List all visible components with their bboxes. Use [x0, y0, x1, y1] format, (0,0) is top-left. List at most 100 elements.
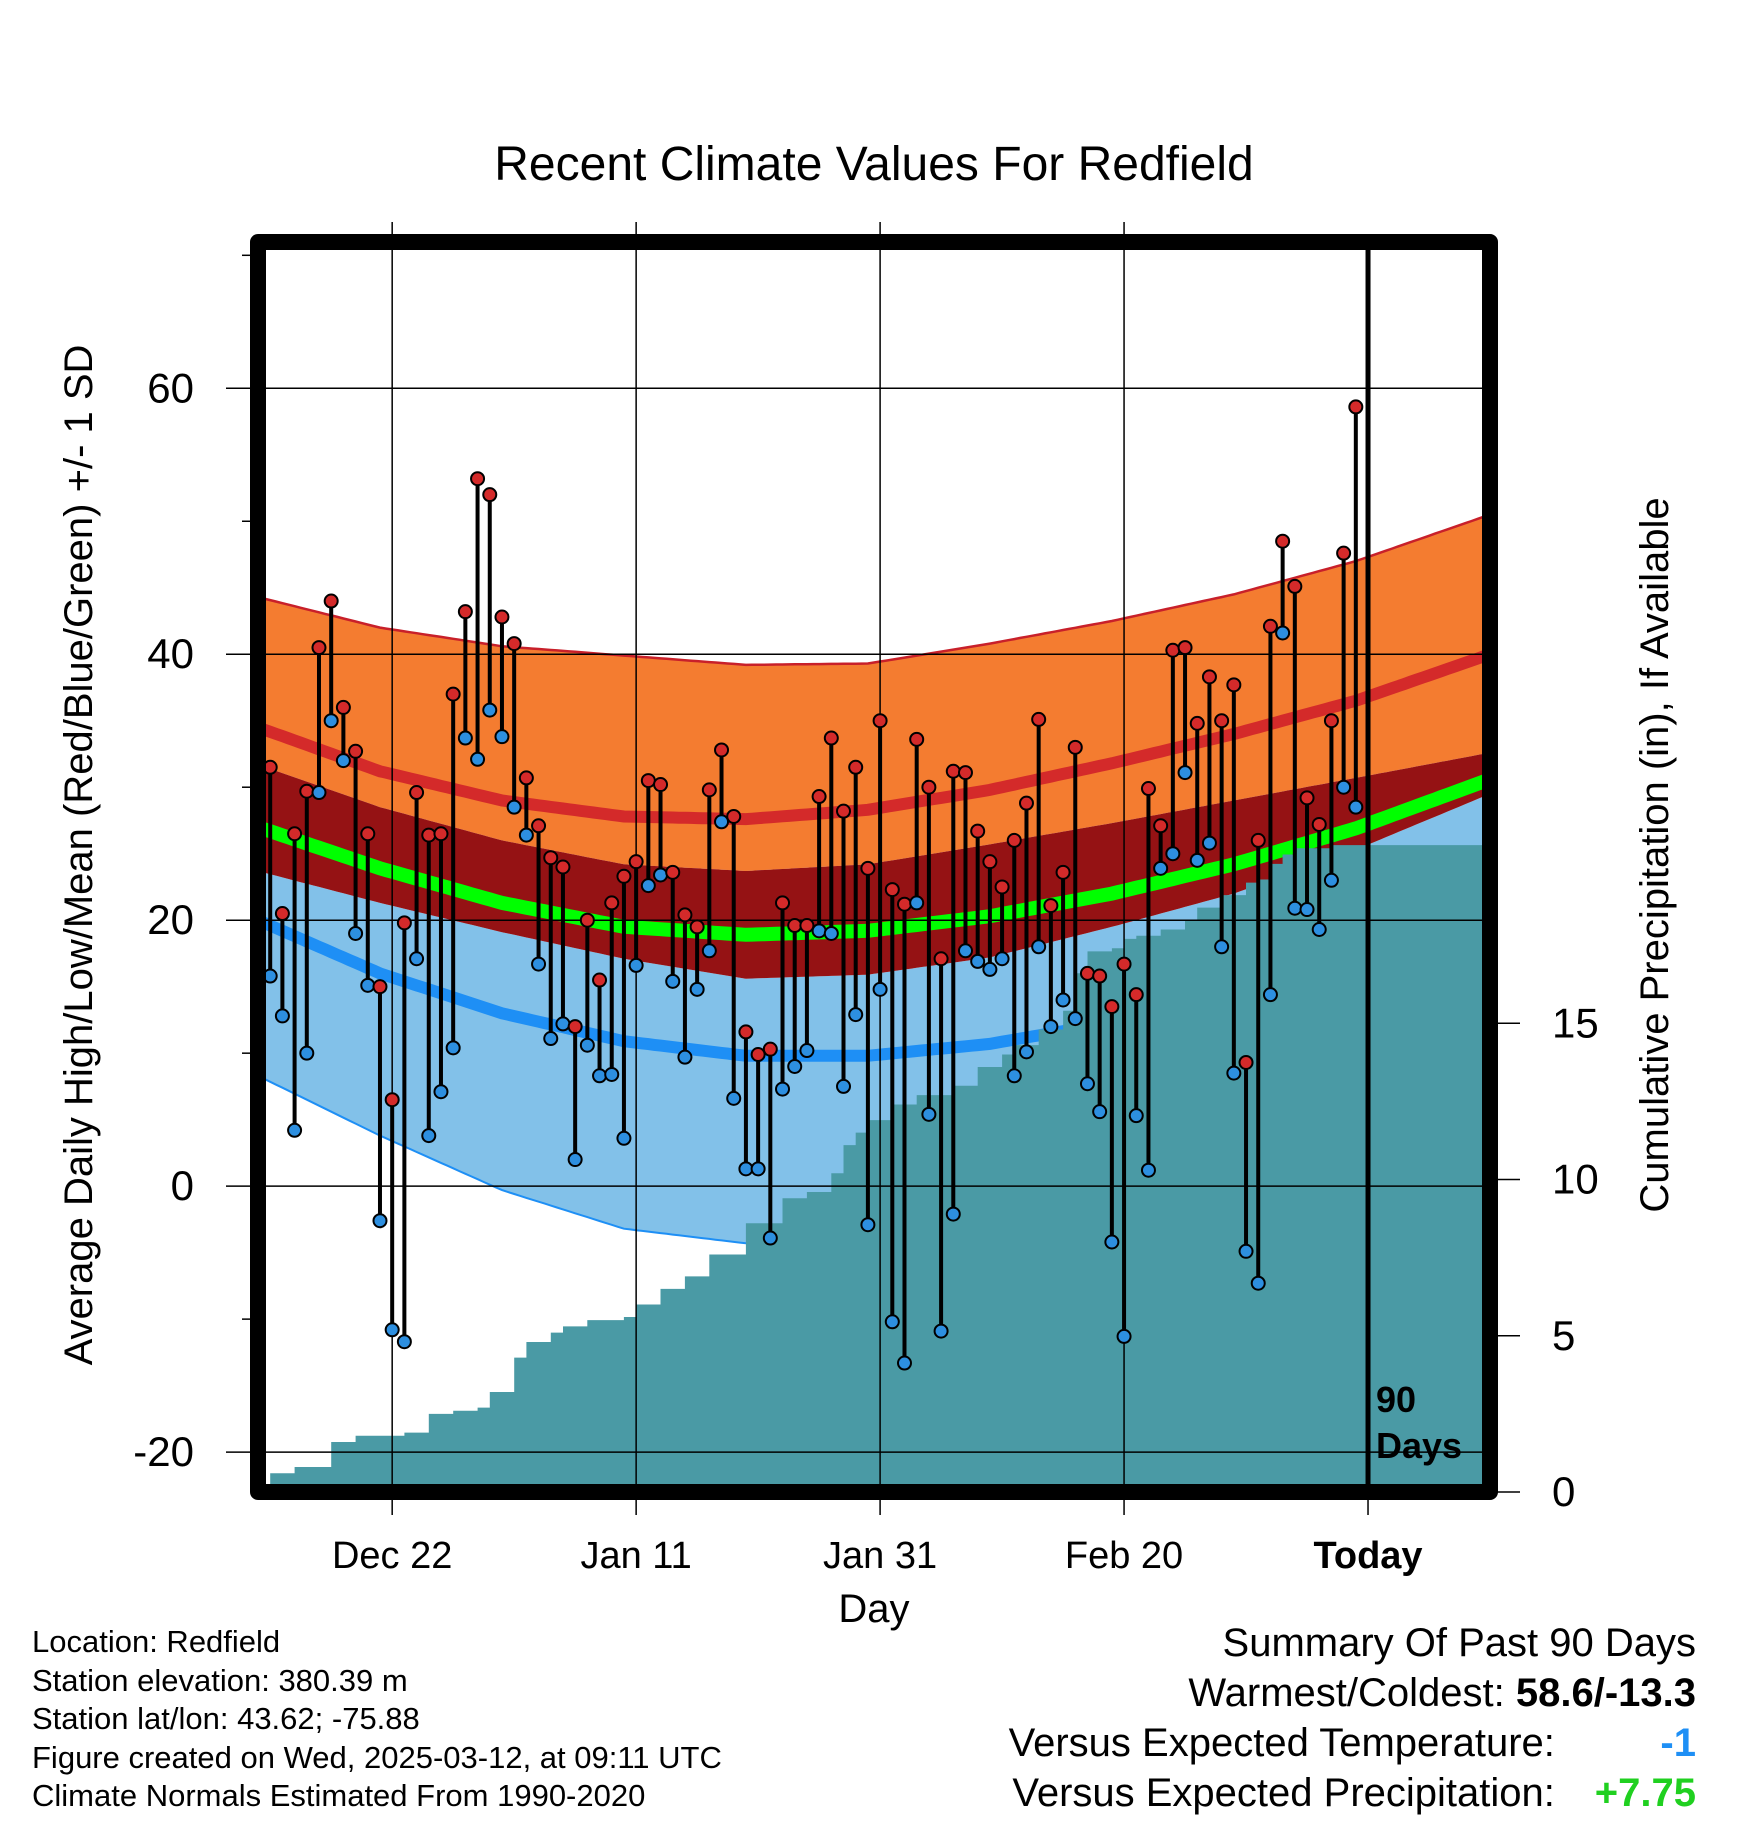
daily-high-point: [616, 868, 632, 884]
daily-low-point: [348, 925, 364, 941]
daily-low-point: [604, 1066, 620, 1082]
x-tick-label: Dec 22: [332, 1535, 452, 1577]
daily-low-point: [714, 814, 730, 830]
daily-high-point: [384, 1092, 400, 1108]
info-elevation: Station elevation: 380.39 m: [32, 1662, 408, 1698]
daily-low-point: [1128, 1108, 1144, 1124]
daily-high-point: [323, 593, 339, 609]
daily-low-point: [909, 895, 925, 911]
daily-low-point: [299, 1045, 315, 1061]
x-tick-label: Jan 31: [823, 1535, 937, 1577]
info-created: Figure created on Wed, 2025-03-12, at 09…: [32, 1739, 722, 1775]
temp-label: Versus Expected Temperature:: [1008, 1721, 1555, 1765]
daily-low-point: [384, 1322, 400, 1338]
plot-area: 90 Days Dec 22 Jan 11 Jan 31 Feb 20 Today -20 0 2…: [133, 222, 1599, 1577]
daily-low-point: [836, 1078, 852, 1094]
temp-value: -1: [1660, 1721, 1696, 1765]
daily-low-point: [1055, 992, 1071, 1008]
daily-high-point: [884, 882, 900, 898]
daily-low-point: [1250, 1275, 1266, 1291]
info-latlon: Station lat/lon: 43.62; -75.88: [32, 1701, 420, 1736]
daily-low-point: [543, 1031, 559, 1047]
daily-low-point: [1153, 860, 1169, 876]
info-normals: Climate Normals Estimated From 1990-2020: [32, 1778, 646, 1813]
daily-high-point: [445, 686, 461, 702]
daily-low-point: [653, 867, 669, 883]
daily-high-point: [470, 471, 486, 487]
daily-high-point: [543, 850, 559, 866]
daily-high-point: [677, 907, 693, 923]
daily-high-point: [909, 731, 925, 747]
today-label-unit: Days: [1376, 1425, 1462, 1466]
daily-high-point: [750, 1047, 766, 1062]
daily-high-point: [738, 1024, 754, 1040]
y-tick-label-left: -20: [133, 1428, 194, 1475]
x-tick-label: Today: [1313, 1535, 1422, 1577]
daily-low-point: [1140, 1162, 1156, 1178]
daily-high-point: [994, 879, 1010, 895]
daily-low-point: [1214, 939, 1230, 955]
daily-high-point: [921, 779, 937, 795]
x-tick-label: Feb 20: [1065, 1535, 1183, 1577]
daily-low-point: [372, 1213, 388, 1229]
daily-high-point: [1177, 640, 1193, 656]
daily-high-point: [592, 972, 608, 988]
daily-low-point: [1165, 846, 1181, 862]
daily-low-point: [848, 1007, 864, 1023]
daily-high-point: [689, 919, 705, 935]
daily-low-point: [579, 1037, 595, 1053]
daily-high-point: [1153, 818, 1169, 834]
daily-high-point: [1128, 987, 1144, 1003]
y-tick-label-left: 60: [147, 364, 194, 411]
precip-label: Versus Expected Precipitation:: [1012, 1771, 1555, 1815]
daily-low-point: [738, 1161, 754, 1177]
daily-low-point: [628, 957, 644, 973]
daily-high-point: [531, 818, 547, 834]
daily-low-point: [1043, 1019, 1059, 1035]
y-tick-label-right: 0: [1552, 1468, 1575, 1515]
daily-high-point: [1226, 677, 1242, 693]
station-info: Location: Redfield Station elevation: 38…: [32, 1623, 722, 1816]
daily-low-point: [933, 1323, 949, 1339]
daily-high-point: [1140, 781, 1156, 797]
daily-high-point: [1189, 715, 1205, 731]
daily-low-point: [470, 751, 486, 767]
daily-high-point: [896, 896, 912, 912]
y-tick-label-left: 0: [171, 1162, 194, 1209]
daily-high-point: [714, 742, 730, 758]
daily-high-point: [1201, 669, 1217, 685]
daily-high-point: [1238, 1054, 1254, 1070]
daily-low-point: [360, 977, 376, 993]
daily-high-point: [274, 906, 290, 922]
info-location: Location: Redfield: [32, 1624, 281, 1659]
daily-high-point: [665, 864, 681, 880]
daily-low-point: [1189, 852, 1205, 868]
daily-high-point: [653, 777, 669, 793]
daily-low-point: [1006, 1068, 1022, 1084]
daily-low-point: [726, 1090, 742, 1106]
daily-high-point: [1079, 965, 1095, 981]
daily-high-point: [1214, 713, 1230, 729]
daily-low-point: [1031, 939, 1047, 955]
precip-area: [258, 845, 1490, 1492]
daily-high-point: [360, 826, 376, 842]
daily-low-point: [1116, 1328, 1132, 1344]
daily-high-point: [1311, 816, 1327, 832]
daily-high-point: [799, 918, 815, 934]
daily-low-point: [1177, 765, 1193, 781]
daily-low-point: [445, 1040, 461, 1056]
daily-low-point: [1323, 872, 1339, 888]
daily-low-point: [482, 702, 498, 718]
daily-high-point: [1104, 999, 1120, 1015]
daily-high-point: [518, 770, 534, 786]
daily-high-point: [1299, 790, 1315, 806]
daily-low-point: [1287, 900, 1303, 916]
daily-low-point: [1299, 902, 1315, 918]
daily-high-point: [506, 636, 522, 652]
daily-low-point: [457, 730, 473, 746]
daily-low-point: [872, 981, 888, 997]
daily-high-point: [1006, 832, 1022, 848]
daily-high-point: [311, 640, 327, 656]
daily-low-point: [531, 956, 547, 972]
daily-low-point: [1226, 1065, 1242, 1081]
